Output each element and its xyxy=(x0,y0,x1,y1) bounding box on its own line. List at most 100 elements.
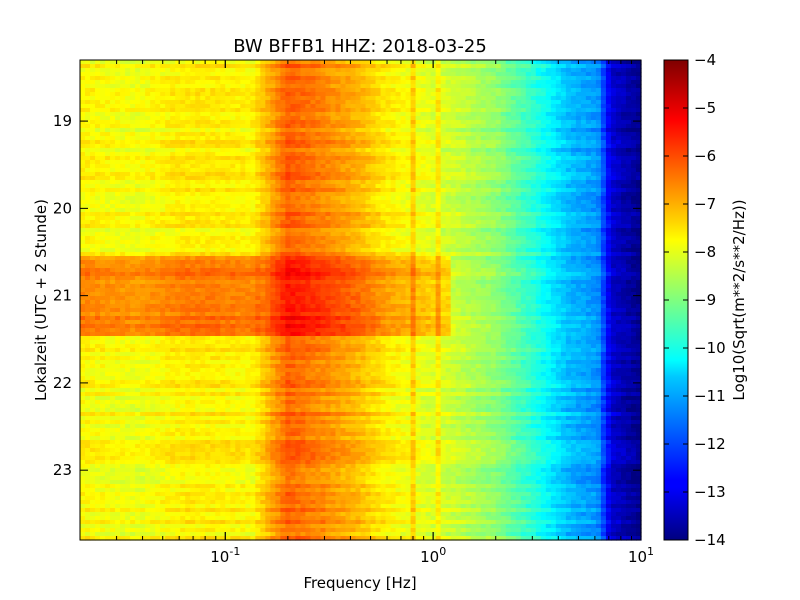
heatmap-cell xyxy=(290,140,296,145)
heatmap-cell xyxy=(200,164,206,169)
heatmap-cell xyxy=(225,176,231,181)
heatmap-cell xyxy=(325,132,332,137)
heatmap-cell xyxy=(175,76,181,81)
heatmap-cell xyxy=(240,64,246,69)
heatmap-cell xyxy=(210,100,216,105)
heatmap-cell xyxy=(340,124,347,129)
heatmap-cell xyxy=(85,140,91,145)
heatmap-cell xyxy=(470,60,477,65)
heatmap-cell xyxy=(450,168,457,173)
heatmap-cell xyxy=(630,176,637,181)
heatmap-cell xyxy=(565,196,572,201)
heatmap-cell xyxy=(115,156,121,161)
heatmap-cell xyxy=(415,92,422,97)
heatmap-cell xyxy=(300,152,306,157)
heatmap-cell xyxy=(575,100,582,105)
heatmap-cell xyxy=(510,176,517,181)
heatmap-cell xyxy=(295,168,301,173)
heatmap-cell xyxy=(140,188,146,193)
heatmap-cell xyxy=(625,136,632,141)
heatmap-cell xyxy=(130,192,136,197)
heatmap-cell xyxy=(485,184,492,189)
heatmap-cell xyxy=(305,76,312,81)
heatmap-cell xyxy=(245,236,251,241)
heatmap-cell xyxy=(120,164,126,169)
heatmap-cell xyxy=(85,144,91,149)
heatmap-cell xyxy=(595,84,602,89)
heatmap-cell xyxy=(625,180,632,185)
heatmap-cell xyxy=(375,92,382,97)
heatmap-cell xyxy=(420,212,427,217)
heatmap-cell xyxy=(420,108,427,113)
heatmap-cell xyxy=(555,184,562,189)
heatmap-cell xyxy=(630,144,637,149)
heatmap-cell xyxy=(100,184,106,189)
heatmap-cell xyxy=(370,216,377,221)
heatmap-cell xyxy=(520,196,527,201)
heatmap-cell xyxy=(155,172,161,177)
heatmap-cell xyxy=(475,84,482,89)
heatmap-cell xyxy=(275,64,281,69)
heatmap-cell xyxy=(315,92,322,97)
heatmap-cell xyxy=(465,148,472,153)
heatmap-cell xyxy=(585,228,592,233)
heatmap-cell xyxy=(90,92,96,97)
heatmap-cell xyxy=(140,72,146,77)
heatmap-cell xyxy=(235,64,241,69)
heatmap-cell xyxy=(345,72,352,77)
heatmap-cell xyxy=(155,204,161,209)
heatmap-cell xyxy=(535,88,542,93)
heatmap-cell xyxy=(230,136,236,141)
heatmap-cell xyxy=(215,60,221,65)
heatmap-cell xyxy=(385,104,392,109)
heatmap-cell xyxy=(115,212,121,217)
heatmap-cell xyxy=(490,192,497,197)
heatmap-cell xyxy=(380,116,387,121)
heatmap-cell xyxy=(80,196,86,201)
heatmap-cell xyxy=(90,208,96,213)
heatmap-cell xyxy=(210,132,216,137)
heatmap-cell xyxy=(310,192,317,197)
heatmap-cell xyxy=(490,180,497,185)
heatmap-cell xyxy=(90,108,96,113)
heatmap-cell xyxy=(600,128,607,133)
heatmap-cell xyxy=(450,156,457,161)
heatmap-cell xyxy=(550,208,557,213)
heatmap-cell xyxy=(215,92,221,97)
heatmap-cell xyxy=(425,136,432,141)
heatmap-cell xyxy=(430,208,437,213)
heatmap-cell xyxy=(270,84,276,89)
heatmap-cell xyxy=(485,232,492,237)
heatmap-cell xyxy=(340,224,347,229)
heatmap-cell xyxy=(305,104,312,109)
heatmap-cell xyxy=(240,84,246,89)
heatmap-cell xyxy=(250,200,256,205)
heatmap-cell xyxy=(165,228,171,233)
heatmap-cell xyxy=(260,236,266,241)
heatmap-cell xyxy=(395,124,402,129)
heatmap-cell xyxy=(235,132,241,137)
heatmap-cell xyxy=(205,72,211,77)
heatmap-cell xyxy=(420,64,427,69)
heatmap-cell xyxy=(245,172,251,177)
heatmap-cell xyxy=(535,148,542,153)
heatmap-cell xyxy=(530,108,537,113)
heatmap-cell xyxy=(560,156,567,161)
heatmap-cell xyxy=(225,164,231,169)
heatmap-cell xyxy=(215,128,221,133)
heatmap-cell xyxy=(590,216,597,221)
heatmap-cell xyxy=(620,228,627,233)
heatmap-cell xyxy=(520,140,527,145)
heatmap-cell xyxy=(120,192,126,197)
heatmap-cell xyxy=(220,204,226,209)
heatmap-cell xyxy=(145,208,151,213)
heatmap-cell xyxy=(95,132,101,137)
heatmap-cell xyxy=(605,80,612,85)
heatmap-cell xyxy=(345,152,352,157)
heatmap-cell xyxy=(390,224,397,229)
heatmap-cell xyxy=(240,160,246,165)
heatmap-cell xyxy=(460,232,467,237)
heatmap-cell xyxy=(630,216,637,221)
heatmap-cell xyxy=(290,180,296,185)
heatmap-cell xyxy=(325,156,332,161)
